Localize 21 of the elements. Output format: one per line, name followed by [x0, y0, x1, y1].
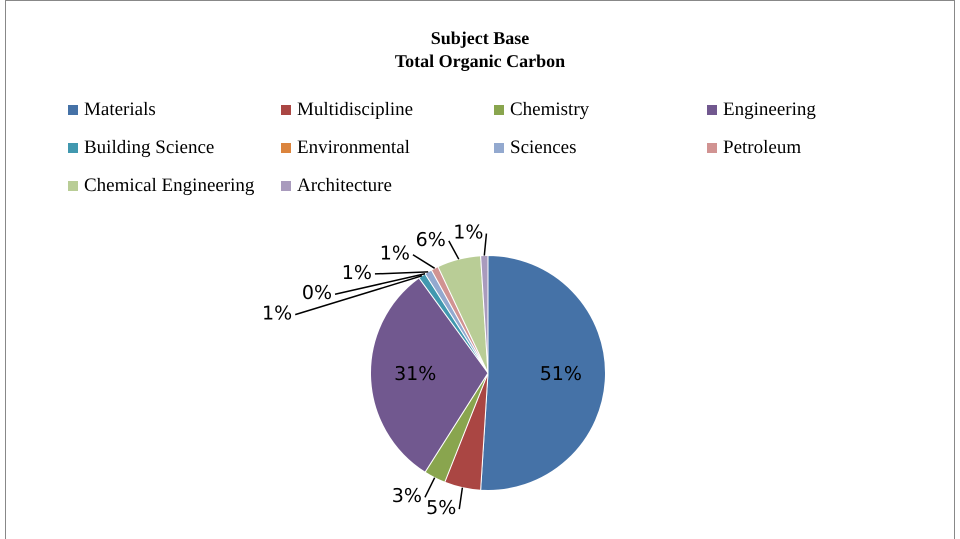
legend-label: Petroleum — [723, 137, 802, 159]
legend-label: Sciences — [510, 137, 576, 159]
legend-label: Chemistry — [510, 99, 590, 121]
data-label: 1% — [453, 222, 484, 244]
legend-label: Chemical Engineering — [84, 175, 254, 197]
data-label: 1% — [262, 302, 292, 325]
data-label: 5% — [426, 497, 456, 520]
data-label: 51% — [540, 363, 582, 386]
data-label: 1% — [342, 262, 372, 284]
text: 0% — [302, 282, 332, 304]
legend-label: Engineering — [723, 99, 816, 121]
data-label: 31% — [394, 363, 436, 386]
legend-label: Materials — [84, 99, 156, 121]
chart-title: Subject Base Total Organic Carbon — [394, 27, 566, 73]
legend-label: Environmental — [297, 137, 410, 159]
legend-label: Multidiscipline — [297, 99, 414, 121]
legend-label: Architecture — [297, 175, 392, 197]
legend-label: Building Science — [84, 137, 214, 159]
data-label: 3% — [392, 485, 422, 508]
data-label: 6% — [416, 228, 446, 251]
data-label: 1% — [380, 242, 410, 265]
